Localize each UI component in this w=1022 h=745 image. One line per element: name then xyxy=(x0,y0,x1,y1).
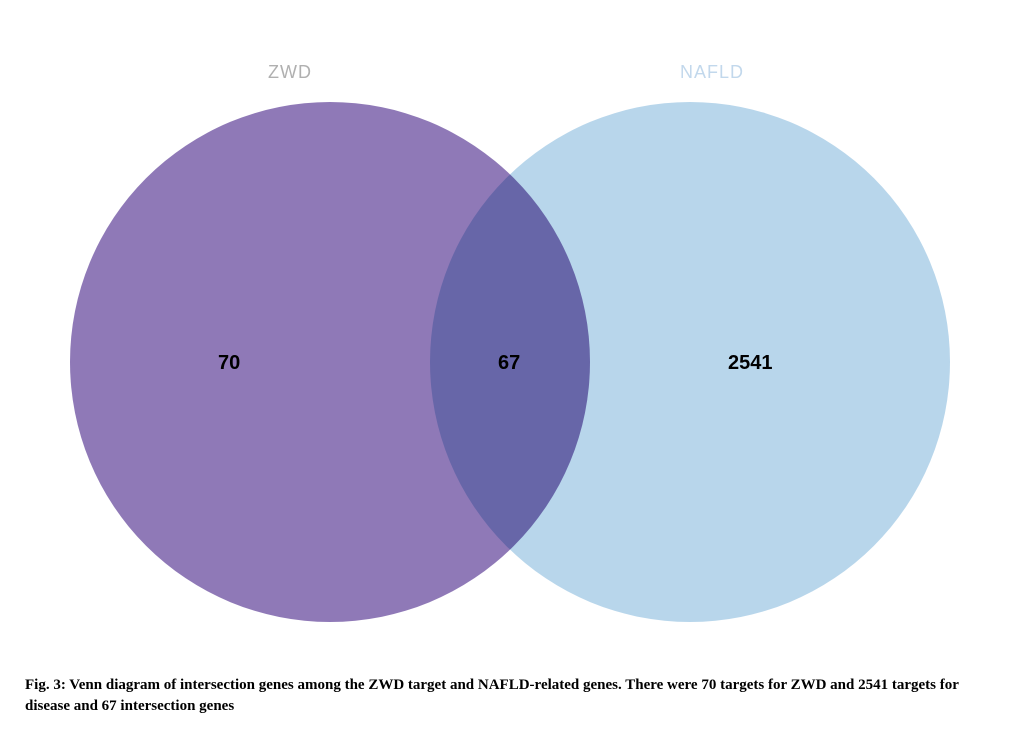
value-left: 70 xyxy=(218,352,240,375)
value-intersection: 67 xyxy=(498,352,520,375)
venn-diagram: ZWD NAFLD 70 67 2541 xyxy=(0,0,1022,650)
label-right: NAFLD xyxy=(680,62,744,83)
value-right: 2541 xyxy=(728,352,773,375)
venn-svg xyxy=(0,0,1022,650)
figure-caption: Fig. 3: Venn diagram of intersection gen… xyxy=(25,675,997,717)
label-left: ZWD xyxy=(268,62,312,83)
